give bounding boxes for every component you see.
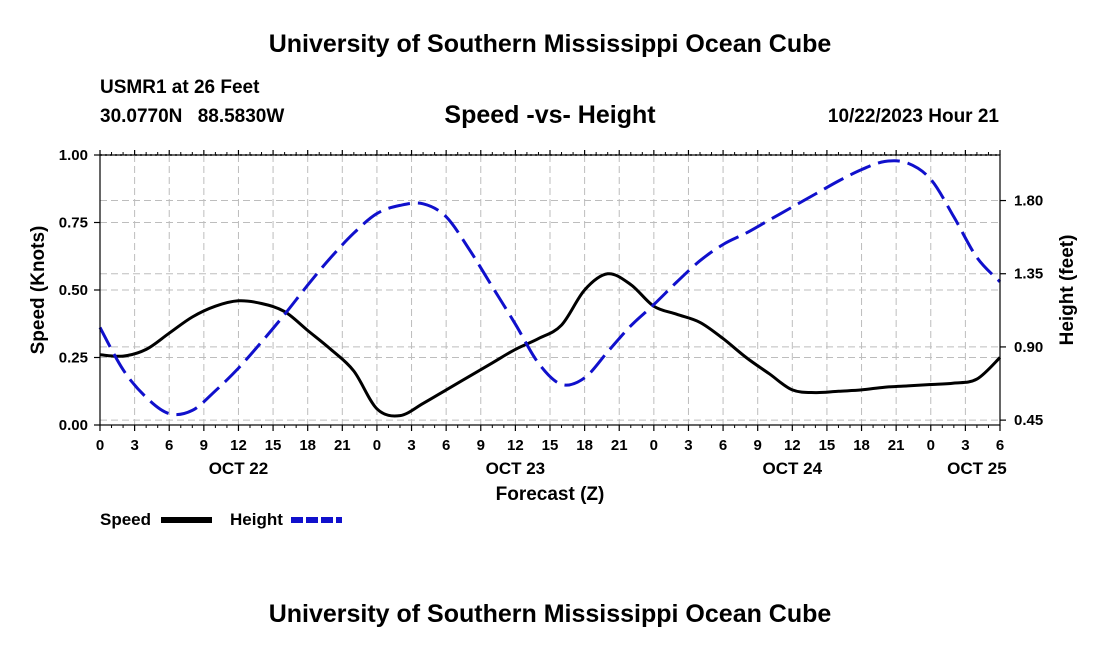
- x-tick-label: 21: [611, 437, 628, 454]
- y-tick-label: 1.00: [59, 147, 88, 164]
- x-tick-label: 0: [927, 437, 935, 454]
- x-axis-label: Forecast (Z): [496, 484, 605, 505]
- x-tick-label: 21: [334, 437, 351, 454]
- x-tick-label: 12: [230, 437, 247, 454]
- series-line-speed: [99, 272, 1002, 418]
- series-line-height: [98, 159, 1002, 417]
- legend-label-speed: Speed: [100, 510, 151, 529]
- day-label: OCT 25: [947, 459, 1007, 478]
- y-tick-label: 0.50: [59, 282, 88, 299]
- latitude: 30.0770N: [100, 106, 183, 127]
- x-tick-label: 6: [996, 437, 1004, 454]
- x-tick-label: 6: [165, 437, 173, 454]
- x-tick-label: 18: [576, 437, 593, 454]
- y2-axis-label: Height (feet): [1057, 235, 1078, 346]
- x-tick-label: 3: [407, 437, 415, 454]
- x-tick-label: 3: [961, 437, 969, 454]
- x-tick-label: 12: [507, 437, 524, 454]
- y-tick-label: 0.25: [59, 350, 88, 367]
- x-tick-label: 6: [442, 437, 450, 454]
- y2-tick-label: 1.80: [1014, 193, 1043, 210]
- x-tick-label: 6: [719, 437, 727, 454]
- x-tick-label: 18: [853, 437, 870, 454]
- y-tick-label: 0.00: [59, 417, 88, 434]
- day-label: OCT 23: [486, 459, 546, 478]
- x-tick-label: 12: [784, 437, 801, 454]
- legend: Speed Height: [100, 510, 342, 529]
- legend-label-height: Height: [230, 510, 283, 529]
- main-title: University of Southern Mississippi Ocean…: [268, 30, 832, 58]
- axes: 0 3 6 9 12 15 18 21 0 3 6 9 12 15 18 21 0 3 6 9 12 15 18 21 0 3 6 O…: [59, 147, 1043, 478]
- x-tick-label: 3: [684, 437, 692, 454]
- x-tick-label: 18: [299, 437, 316, 454]
- footer-title: University of Southern Mississippi Ocean…: [268, 600, 832, 628]
- x-tick-label: 15: [265, 437, 282, 454]
- series-layer: [98, 159, 1002, 418]
- station-label: USMR1 at 26 Feet: [100, 77, 260, 98]
- x-tick-label: 15: [542, 437, 559, 454]
- y2-tick-label: 0.90: [1014, 339, 1043, 356]
- y2-tick-label: 0.45: [1014, 412, 1043, 429]
- station-coordinates: 30.0770N 88.5830W: [100, 106, 294, 128]
- x-tick-label: 21: [888, 437, 905, 454]
- x-tick-label: 9: [200, 437, 208, 454]
- x-tick-label: 15: [819, 437, 836, 454]
- x-tick-label: 0: [373, 437, 381, 454]
- x-tick-label: 3: [130, 437, 138, 454]
- x-tick-label: 0: [96, 437, 104, 454]
- x-tick-label: 0: [650, 437, 658, 454]
- forecast-datetime: 10/22/2023 Hour 21: [827, 106, 999, 127]
- grid: [100, 154, 1000, 425]
- y-tick-label: 0.75: [59, 215, 88, 232]
- x-tick-label: 9: [754, 437, 762, 454]
- chart-title: Speed -vs- Height: [444, 101, 656, 129]
- longitude: 88.5830W: [197, 106, 285, 127]
- y2-tick-label: 1.35: [1014, 266, 1043, 283]
- x-tick-label: 9: [477, 437, 485, 454]
- day-label: OCT 24: [763, 459, 823, 478]
- day-label: OCT 22: [209, 459, 269, 478]
- y-axis-label: Speed (Knots): [28, 226, 49, 355]
